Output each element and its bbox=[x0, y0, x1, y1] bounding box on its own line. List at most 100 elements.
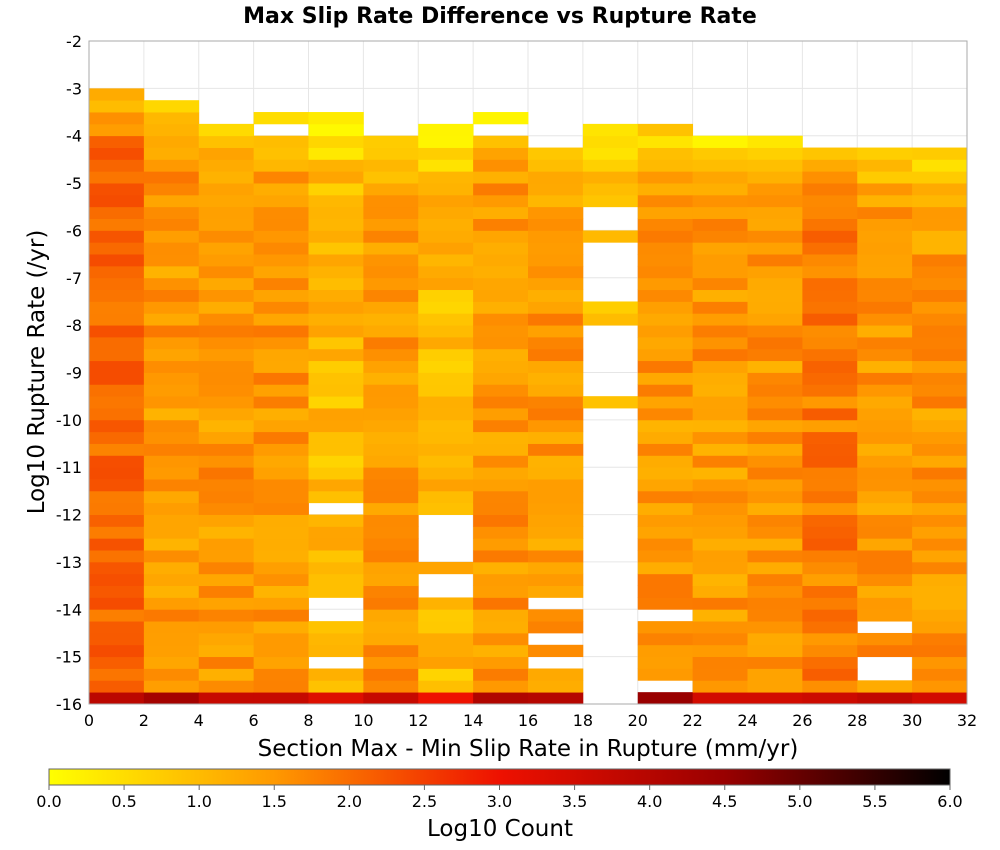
x-tick-label: 0 bbox=[84, 711, 94, 730]
heatmap-cell bbox=[308, 183, 364, 196]
heatmap-cell bbox=[253, 348, 309, 362]
heatmap-cell bbox=[308, 561, 364, 575]
heatmap-cell bbox=[418, 230, 474, 243]
heatmap-cell bbox=[692, 194, 748, 208]
heatmap-cell bbox=[857, 348, 913, 362]
heatmap-cell bbox=[473, 171, 529, 184]
heatmap-cell bbox=[198, 585, 255, 598]
x-tick-label: 26 bbox=[792, 711, 812, 730]
heatmap-cell bbox=[528, 301, 584, 314]
heatmap-cell bbox=[253, 301, 309, 314]
heatmap-cell bbox=[857, 372, 913, 385]
heatmap-cell bbox=[198, 336, 255, 350]
heatmap-cell bbox=[253, 514, 309, 527]
heatmap-cell bbox=[89, 467, 145, 480]
heatmap-cell bbox=[912, 277, 968, 291]
colorbar-tick-label: 2.0 bbox=[337, 792, 362, 811]
heatmap-cell bbox=[637, 147, 694, 160]
heatmap-cell bbox=[363, 360, 419, 373]
heatmap-cell bbox=[253, 526, 309, 539]
heatmap-cell bbox=[528, 218, 584, 231]
heatmap-cell bbox=[528, 668, 584, 681]
x-tick-label: 28 bbox=[847, 711, 867, 730]
heatmap-cell bbox=[418, 265, 474, 279]
heatmap-cell bbox=[198, 561, 255, 575]
heatmap-cell bbox=[253, 490, 309, 504]
heatmap-cell bbox=[363, 171, 419, 184]
heatmap-cell bbox=[143, 490, 200, 504]
heatmap-cell bbox=[747, 396, 803, 409]
heatmap-cell bbox=[418, 502, 474, 515]
heatmap-cell bbox=[637, 502, 694, 515]
heatmap-cell bbox=[473, 502, 529, 515]
heatmap-cell bbox=[857, 479, 913, 492]
heatmap-cell bbox=[198, 206, 255, 219]
heatmap-cell bbox=[912, 609, 968, 622]
heatmap-cell bbox=[528, 490, 584, 504]
heatmap-cell bbox=[198, 171, 255, 184]
heatmap-cell bbox=[857, 632, 913, 646]
heatmap-cell bbox=[418, 408, 474, 421]
heatmap-cell bbox=[363, 313, 419, 326]
x-tick-label: 10 bbox=[353, 711, 373, 730]
heatmap-cell bbox=[418, 443, 474, 456]
heatmap-cell bbox=[253, 360, 309, 373]
heatmap-cell bbox=[637, 490, 694, 504]
heatmap-cell bbox=[198, 431, 255, 444]
heatmap-cell bbox=[637, 384, 694, 397]
heatmap-cell bbox=[802, 467, 858, 480]
heatmap-cell bbox=[253, 112, 309, 125]
heatmap-cell bbox=[528, 372, 584, 385]
heatmap-cell bbox=[473, 159, 529, 172]
heatmap-cell bbox=[308, 644, 364, 658]
heatmap-cell bbox=[89, 538, 145, 551]
heatmap-cell bbox=[747, 159, 803, 172]
heatmap-cell bbox=[253, 408, 309, 421]
heatmap-cell bbox=[198, 526, 255, 539]
heatmap-cell bbox=[89, 632, 145, 646]
heatmap-cell bbox=[198, 384, 255, 397]
heatmap-cell bbox=[89, 692, 145, 705]
heatmap-cell bbox=[363, 396, 419, 409]
heatmap-cell bbox=[912, 301, 968, 314]
heatmap-cell bbox=[363, 277, 419, 291]
heatmap-cell bbox=[692, 348, 748, 362]
heatmap-cell bbox=[912, 384, 968, 397]
heatmap-cell bbox=[637, 206, 694, 219]
heatmap-cell bbox=[308, 632, 364, 646]
heatmap-cell bbox=[692, 265, 748, 279]
heatmap-cell bbox=[747, 408, 803, 421]
heatmap-cell bbox=[308, 218, 364, 231]
colorbar-ticks: 0.0 0.5 1.0 1.5 2.0 2.5 3.0 3.5 4.0 4.5 5.0 5.5 6.0 bbox=[36, 785, 963, 811]
heatmap-cell bbox=[692, 609, 748, 622]
heatmap-cell bbox=[802, 561, 858, 575]
heatmap-cell bbox=[692, 502, 748, 515]
heatmap-cell bbox=[528, 360, 584, 373]
heatmap-cell bbox=[747, 194, 803, 208]
heatmap-cell bbox=[747, 384, 803, 397]
heatmap-cell bbox=[198, 348, 255, 362]
heatmap-cell bbox=[912, 550, 968, 563]
heatmap-cell bbox=[418, 242, 474, 255]
heatmap-cell bbox=[692, 680, 748, 693]
heatmap-cell bbox=[473, 656, 529, 669]
heatmap-cell bbox=[528, 265, 584, 279]
x-tick-label: 30 bbox=[902, 711, 922, 730]
heatmap-cell bbox=[143, 123, 200, 137]
heatmap-cell bbox=[528, 526, 584, 539]
heatmap-cell bbox=[143, 336, 200, 350]
heatmap-cell bbox=[802, 348, 858, 362]
heatmap-cell bbox=[198, 490, 255, 504]
heatmap-cell bbox=[308, 680, 364, 693]
y-tick-label: -7 bbox=[66, 269, 82, 288]
heatmap-cell bbox=[89, 147, 145, 160]
heatmap-cell bbox=[473, 408, 529, 421]
heatmap-cell bbox=[308, 455, 364, 468]
heatmap-cell bbox=[857, 360, 913, 373]
heatmap-cell bbox=[857, 573, 913, 587]
heatmap-cell bbox=[747, 206, 803, 219]
heatmap-cell bbox=[143, 277, 200, 291]
heatmap-cell bbox=[912, 656, 968, 669]
heatmap-cell bbox=[582, 396, 639, 409]
heatmap-cell bbox=[473, 384, 529, 397]
